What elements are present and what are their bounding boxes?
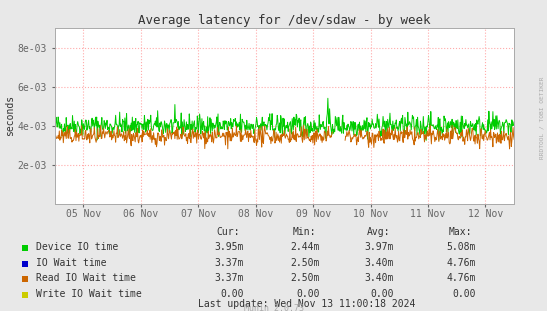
Text: Device IO time: Device IO time xyxy=(36,242,118,252)
Title: Average latency for /dev/sdaw - by week: Average latency for /dev/sdaw - by week xyxy=(138,14,430,27)
Text: RRDTOOL / TOBI OETIKER: RRDTOOL / TOBI OETIKER xyxy=(539,77,544,160)
Text: 4.76m: 4.76m xyxy=(446,258,476,268)
Text: 2.44m: 2.44m xyxy=(290,242,320,252)
Y-axis label: seconds: seconds xyxy=(5,95,15,137)
Text: IO Wait time: IO Wait time xyxy=(36,258,106,268)
Text: 3.40m: 3.40m xyxy=(364,273,394,283)
Text: 4.76m: 4.76m xyxy=(446,273,476,283)
Text: 5.08m: 5.08m xyxy=(446,242,476,252)
Text: 0.00: 0.00 xyxy=(296,289,320,299)
Text: 0.00: 0.00 xyxy=(370,289,394,299)
Text: 3.37m: 3.37m xyxy=(214,258,243,268)
Text: Write IO Wait time: Write IO Wait time xyxy=(36,289,141,299)
Text: 0.00: 0.00 xyxy=(220,289,243,299)
Text: 3.95m: 3.95m xyxy=(214,242,243,252)
Text: 2.50m: 2.50m xyxy=(290,273,320,283)
Text: 3.97m: 3.97m xyxy=(364,242,394,252)
Text: 2.50m: 2.50m xyxy=(290,258,320,268)
Text: 0.00: 0.00 xyxy=(452,289,476,299)
Text: Max:: Max: xyxy=(449,227,472,237)
Text: Cur:: Cur: xyxy=(216,227,240,237)
Text: Avg:: Avg: xyxy=(366,227,390,237)
Text: Read IO Wait time: Read IO Wait time xyxy=(36,273,136,283)
Text: Min:: Min: xyxy=(293,227,316,237)
Text: 3.37m: 3.37m xyxy=(214,273,243,283)
Text: Last update: Wed Nov 13 11:00:18 2024: Last update: Wed Nov 13 11:00:18 2024 xyxy=(197,299,415,309)
Text: 3.40m: 3.40m xyxy=(364,258,394,268)
Text: Munin 2.0.73: Munin 2.0.73 xyxy=(243,304,304,311)
